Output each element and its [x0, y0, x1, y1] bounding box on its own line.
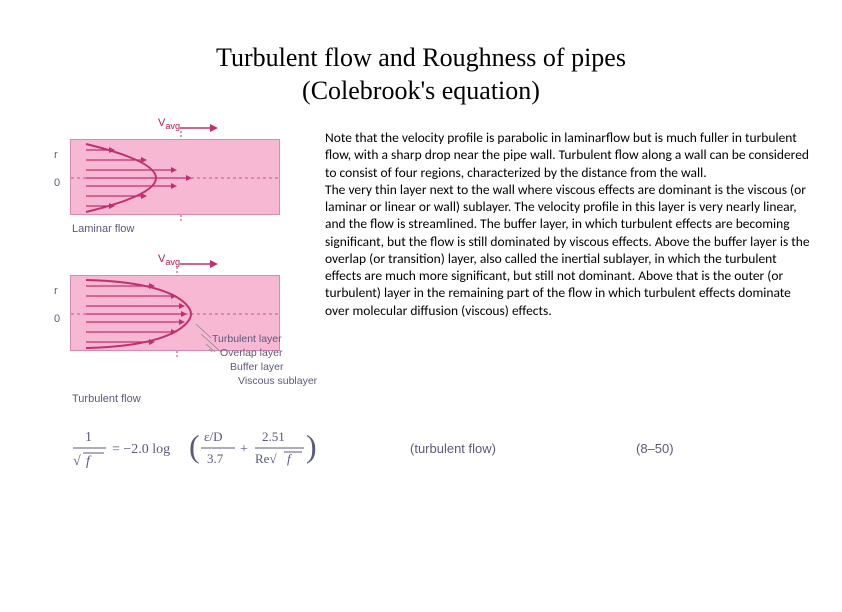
- svg-text:= −2.0 log: = −2.0 log: [112, 442, 170, 457]
- callout-turbulent-layer: Turbulent layer: [212, 333, 282, 345]
- zero-axis-label-turb: 0: [54, 313, 60, 325]
- callout-viscous-sublayer: Viscous sublayer: [238, 375, 317, 387]
- svg-text:+: +: [240, 442, 248, 457]
- turbulent-diagram: Vavg r 0 u(r): [60, 255, 315, 405]
- vavg-label: Vavg: [158, 117, 180, 131]
- svg-text:f: f: [86, 454, 92, 469]
- content-row: Vavg r 0 u(r): [0, 107, 842, 413]
- turbulent-caption: Turbulent flow: [72, 393, 141, 405]
- svg-text:(: (: [189, 428, 200, 464]
- colebrook-equation: 1 √ f = −2.0 log ( ε/D 3.7 + 2.51 Re√ f …: [70, 425, 350, 471]
- title-line-2: (Colebrook's equation): [302, 76, 540, 105]
- r-axis-label: r: [54, 149, 58, 161]
- svg-text:f: f: [287, 451, 293, 466]
- svg-text:3.7: 3.7: [207, 451, 224, 466]
- body-paragraph: Note that the velocity profile is parabo…: [325, 129, 812, 319]
- svg-text:√: √: [73, 454, 81, 469]
- page-title: Turbulent flow and Roughness of pipes (C…: [0, 0, 842, 107]
- svg-text:): ): [306, 428, 317, 464]
- laminar-caption: Laminar flow: [72, 223, 134, 235]
- diagram-column: Vavg r 0 u(r): [60, 119, 315, 413]
- callout-buffer-layer: Buffer layer: [230, 361, 284, 373]
- equation-caption: (turbulent flow): [410, 441, 496, 456]
- laminar-diagram: Vavg r 0 u(r): [60, 119, 315, 239]
- zero-axis-label: 0: [54, 177, 60, 189]
- equation-row: 1 √ f = −2.0 log ( ε/D 3.7 + 2.51 Re√ f …: [0, 413, 842, 471]
- vavg-label-turb: Vavg: [158, 253, 180, 267]
- laminar-pipe: [70, 139, 280, 215]
- svg-text:2.51: 2.51: [262, 429, 285, 444]
- title-line-1: Turbulent flow and Roughness of pipes: [216, 43, 626, 72]
- svg-text:ε/D: ε/D: [204, 429, 222, 444]
- svg-text:1: 1: [85, 430, 92, 445]
- vavg-arrow-turb-icon: [180, 257, 220, 271]
- laminar-profile: [71, 140, 281, 216]
- callout-overlap-layer: Overlap layer: [220, 347, 282, 359]
- equation-number: (8–50): [556, 441, 674, 456]
- vavg-arrow-icon: [180, 121, 220, 135]
- svg-text:Re√: Re√: [255, 451, 277, 466]
- text-column: Note that the velocity profile is parabo…: [315, 119, 812, 413]
- r-axis-label-turb: r: [54, 285, 58, 297]
